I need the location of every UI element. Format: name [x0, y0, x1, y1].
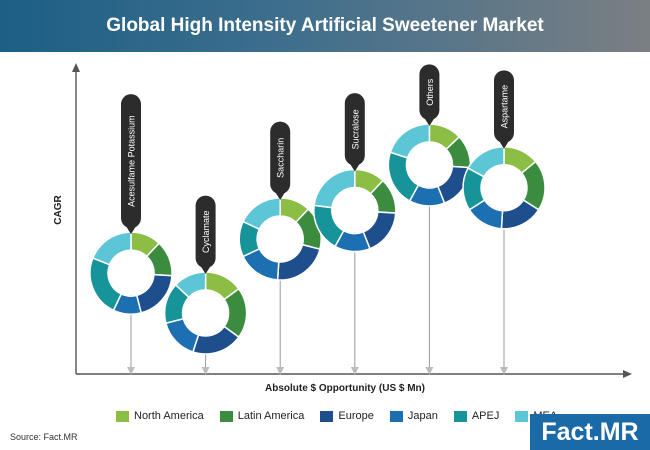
bubble-label-text: Saccharin — [276, 138, 286, 178]
source-note: Source: Fact.MR — [10, 432, 78, 442]
factmr-logo: Fact.MR — [530, 414, 650, 450]
bubble-label-pill — [344, 93, 365, 166]
donut-hole — [482, 165, 526, 210]
bubble-label-pill — [494, 70, 514, 143]
bubble-cyclamate: Cyclamate — [163, 195, 248, 375]
bubble-sucralose: Sucralose — [313, 93, 397, 375]
legend-item-japan: Japan — [389, 410, 438, 422]
donut-hole — [109, 251, 153, 296]
legend-swatch — [453, 410, 467, 422]
bubble-aspartame: Aspartame — [462, 70, 546, 375]
legend-label: APEJ — [471, 410, 500, 422]
bubble-saccharin: Saccharin — [238, 121, 322, 375]
legend: North America Latin America Europe Japan… — [116, 408, 573, 424]
header-bar: Global High Intensity Artificial Sweeten… — [0, 0, 650, 52]
bubble-label-text: Cyclamate — [201, 211, 211, 254]
bubble-label-text: Acesulfame Potassium — [127, 115, 137, 207]
bubble-acesulfame-potassium: Acesulfame Potassium — [89, 94, 173, 375]
bubble-layer: Acesulfame Potassium Cyclamate Saccharin Su… — [89, 64, 546, 375]
bubble-label-text: Sucralose — [350, 109, 360, 149]
bubble-others: Others — [387, 64, 472, 375]
donut-hole — [407, 143, 452, 187]
axis-marker — [500, 367, 508, 375]
bubble-label-pill — [419, 64, 440, 120]
donut-hole — [332, 188, 377, 233]
legend-swatch — [116, 410, 129, 422]
axis-marker — [201, 367, 210, 375]
donut-hole — [258, 217, 303, 261]
bubble-label-pointer — [424, 118, 435, 126]
x-axis-label: Absolute $ Opportunity (US $ Mn) — [265, 383, 425, 394]
axis-marker — [425, 367, 434, 375]
bubble-label-pill — [121, 94, 141, 229]
legend-item-europe: Europe — [320, 410, 374, 422]
axis-marker — [276, 367, 285, 375]
y-axis-label: CAGR — [53, 195, 64, 225]
legend-label: North America — [134, 410, 204, 422]
legend-item-latin-america: Latin America — [219, 410, 305, 422]
legend-swatch — [320, 410, 334, 422]
legend-swatch — [515, 410, 529, 422]
legend-label: Japan — [407, 410, 438, 422]
legend-label: Latin America — [237, 410, 305, 422]
axis-marker — [350, 367, 359, 375]
donut-hole — [183, 291, 228, 335]
bubble-label-pointer — [499, 140, 509, 149]
y-axis-arrow — [72, 63, 80, 72]
legend-label: Europe — [338, 410, 374, 422]
legend-swatch — [219, 410, 233, 422]
legend-item-apej: APEJ — [453, 410, 500, 422]
x-axis-arrow — [623, 370, 632, 378]
bubble-label-text: Others — [425, 78, 435, 106]
legend-swatch — [389, 410, 403, 422]
bubble-label-pointer — [200, 266, 211, 274]
bubble-label-pointer — [275, 192, 286, 200]
legend-item-north-america: North America — [116, 410, 204, 422]
bubble-label-text: Aspartame — [500, 85, 510, 129]
bubble-label-pill — [195, 195, 216, 268]
axis-marker — [127, 367, 135, 375]
bubble-label-pointer — [349, 163, 360, 172]
logo-text: Fact.MR — [541, 418, 639, 446]
bubble-label-pointer — [126, 226, 136, 235]
chart-title: Global High Intensity Artificial Sweeten… — [106, 15, 544, 36]
bubble-label-pill — [270, 121, 291, 194]
